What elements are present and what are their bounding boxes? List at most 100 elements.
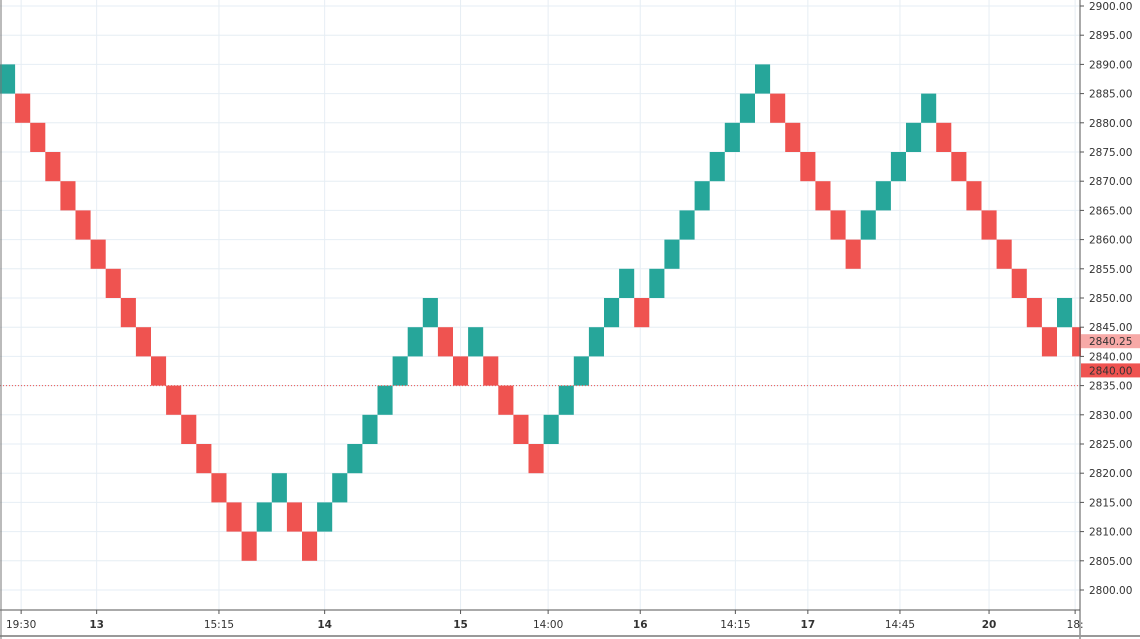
y-tick-label: 2845.00 (1089, 322, 1132, 334)
brick-down (211, 473, 227, 503)
brick-up (271, 473, 287, 503)
brick-down (815, 181, 831, 211)
brick-up (694, 181, 710, 211)
brick-down (453, 356, 469, 386)
y-tick-label: 2885.00 (1089, 89, 1132, 101)
brick-up (619, 268, 635, 298)
brick-up (739, 93, 755, 123)
brick-down (513, 414, 529, 444)
brick-up (664, 239, 680, 269)
brick-up (392, 356, 408, 386)
brick-down (1041, 327, 1057, 357)
brick-down (483, 356, 499, 386)
y-tick-label: 2880.00 (1089, 118, 1132, 130)
brick-up (332, 473, 348, 503)
x-tick-label: 15:15 (204, 619, 234, 631)
y-tick-label: 2805.00 (1089, 556, 1132, 568)
x-tick-label: 14:15 (720, 619, 750, 631)
brick-down (60, 181, 76, 211)
brick-up (890, 152, 906, 182)
y-tick-label: 2860.00 (1089, 235, 1132, 247)
brick-up (558, 385, 574, 415)
brick-down (105, 268, 121, 298)
brick-up (906, 122, 922, 152)
x-tick-label: 17 (801, 619, 816, 631)
brick-up (679, 210, 695, 240)
brick-down (120, 298, 136, 328)
brick-down (151, 356, 167, 386)
brick-up (422, 298, 438, 328)
brick-down (1026, 298, 1042, 328)
brick-down (785, 122, 801, 152)
bricks (0, 64, 1088, 561)
x-tick-label: 14:45 (885, 619, 915, 631)
y-tick-label: 2895.00 (1089, 30, 1132, 42)
y-tick-label: 2900.00 (1089, 1, 1132, 13)
brick-down (181, 414, 197, 444)
x-tick-label: 15 (453, 619, 468, 631)
x-tick-label: 14:00 (533, 619, 563, 631)
brick-down (15, 93, 31, 123)
y-tick-label: 2855.00 (1089, 264, 1132, 276)
brick-up (649, 268, 665, 298)
brick-up (588, 327, 604, 357)
brick-down (981, 210, 997, 240)
y-tick-label: 2830.00 (1089, 410, 1132, 422)
brick-up (377, 385, 393, 415)
price-label-last: 2840.25 (1089, 336, 1132, 348)
brick-down (286, 502, 302, 532)
brick-down (634, 298, 650, 328)
brick-down (75, 210, 91, 240)
y-tick-label: 2810.00 (1089, 527, 1132, 539)
y-tick-label: 2835.00 (1089, 381, 1132, 393)
brick-down (770, 93, 786, 123)
brick-up (256, 502, 272, 532)
x-tick-label: 13 (89, 619, 104, 631)
brick-down (135, 327, 151, 357)
brick-down (302, 531, 318, 561)
y-tick-label: 2890.00 (1089, 59, 1132, 71)
y-tick-label: 2815.00 (1089, 497, 1132, 509)
brick-down (996, 239, 1012, 269)
price-label-bg-last (1081, 334, 1140, 349)
brick-down (30, 122, 46, 152)
brick-up (724, 122, 740, 152)
brick-up (0, 64, 16, 94)
brick-down (226, 502, 242, 532)
price-axis[interactable]: 2900.00 2895.00 2890.00 2885.00 2880.00 2875.… (1079, 0, 1140, 639)
brick-down (830, 210, 846, 240)
x-tick-label: 20 (982, 619, 997, 631)
y-tick-label: 2850.00 (1089, 293, 1132, 305)
y-tick-label: 2820.00 (1089, 468, 1132, 480)
brick-down (437, 327, 453, 357)
x-tick-label: 16 (633, 619, 648, 631)
brick-down (800, 152, 816, 182)
brick-down (1011, 268, 1027, 298)
brick-up (860, 210, 876, 240)
brick-up (317, 502, 333, 532)
x-tick-label: 19:30 (6, 619, 36, 631)
brick-up (362, 414, 378, 444)
brick-down (166, 385, 182, 415)
y-tick-label: 2875.00 (1089, 147, 1132, 159)
brick-up (755, 64, 771, 94)
brick-up (543, 414, 559, 444)
brick-down (196, 444, 212, 474)
y-tick-label: 2865.00 (1089, 205, 1132, 217)
brick-down (845, 239, 861, 269)
grid (0, 0, 1080, 610)
y-tick-label: 2870.00 (1089, 176, 1132, 188)
brick-down (90, 239, 106, 269)
brick-up (709, 152, 725, 182)
price-label-bg-brick (1081, 363, 1140, 378)
y-tick-label: 2800.00 (1089, 585, 1132, 597)
brick-up (604, 298, 620, 328)
brick-up (347, 444, 363, 474)
brick-up (875, 181, 891, 211)
price-axis-bg (1081, 0, 1140, 639)
brick-down (966, 181, 982, 211)
brick-down (936, 122, 952, 152)
brick-up (1057, 298, 1073, 328)
